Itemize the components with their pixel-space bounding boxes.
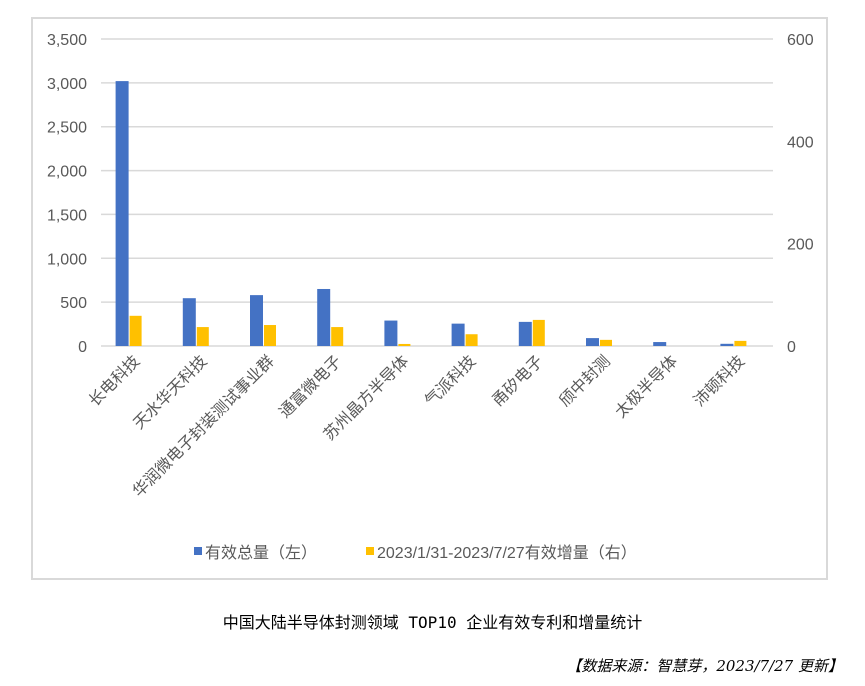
bar-increment xyxy=(600,339,612,346)
category-label: 颀中封测 xyxy=(556,352,614,410)
bar-increment xyxy=(196,327,209,346)
bar-increment xyxy=(129,315,142,346)
category-label: 华润微电子封装测试事业群 xyxy=(129,352,278,501)
left-axis-tick: 500 xyxy=(60,295,87,312)
bar-increment xyxy=(465,334,478,346)
category-label: 气派科技 xyxy=(421,352,479,410)
bar-increment xyxy=(264,325,276,346)
legend-label-increment: 2023/1/31-2023/7/27有效增量（右） xyxy=(377,544,637,562)
bar-total xyxy=(384,320,398,346)
left-axis-tick: 3,500 xyxy=(47,32,87,49)
bar-total xyxy=(586,338,599,346)
right-axis-tick: 0 xyxy=(787,339,796,356)
bar-total xyxy=(250,295,263,346)
category-label: 沛顿科技 xyxy=(690,352,748,410)
left-axis-tick: 2,000 xyxy=(47,164,87,181)
bar-total xyxy=(317,288,331,346)
data-source-note: 【数据来源：智慧芽，2023/7/27 更新】 xyxy=(566,657,843,675)
chart-frame xyxy=(31,17,828,580)
category-label: 通富微电子 xyxy=(276,352,345,421)
left-axis-tick: 3,000 xyxy=(47,76,87,93)
right-axis-tick: 600 xyxy=(787,32,814,49)
legend-swatch-increment xyxy=(366,547,374,555)
bar-increment xyxy=(331,327,344,346)
left-axis-tick: 1,500 xyxy=(47,207,87,224)
category-label: 长电科技 xyxy=(85,352,143,410)
left-axis-tick: 0 xyxy=(78,339,87,356)
bar-total xyxy=(653,342,667,346)
chart-title: 中国大陆半导体封测领域 TOP10 企业有效专利和增量统计 xyxy=(222,613,643,632)
bar-total xyxy=(451,323,465,346)
gridlines xyxy=(101,38,773,347)
bar-total xyxy=(518,321,532,346)
bar-increment xyxy=(398,343,411,346)
legend: 有效总量（左） 2023/1/31-2023/7/27有效增量（右） xyxy=(194,544,637,562)
left-y-axis: 0 500 1,000 1,500 2,000 2,500 3,000 3,500 xyxy=(47,32,87,356)
bars xyxy=(115,81,747,347)
bar-total xyxy=(115,81,129,347)
left-axis-tick: 1,000 xyxy=(47,251,87,268)
bar-chart: 0 500 1,000 1,500 2,000 2,500 3,000 3,500 0 200 4… xyxy=(47,32,814,562)
category-label: 太极半导体 xyxy=(612,352,681,421)
bar-total xyxy=(182,298,196,346)
right-axis-tick: 400 xyxy=(787,134,814,151)
bar-increment xyxy=(532,319,545,346)
right-y-axis: 0 200 400 600 xyxy=(787,32,814,356)
right-axis-tick: 200 xyxy=(787,237,814,254)
bar-total xyxy=(720,343,734,346)
legend-label-total: 有效总量（左） xyxy=(205,544,317,562)
left-axis-tick: 2,500 xyxy=(47,120,87,137)
bar-increment xyxy=(734,340,747,346)
legend-swatch-total xyxy=(194,547,202,555)
category-label: 甬矽电子 xyxy=(489,352,547,410)
